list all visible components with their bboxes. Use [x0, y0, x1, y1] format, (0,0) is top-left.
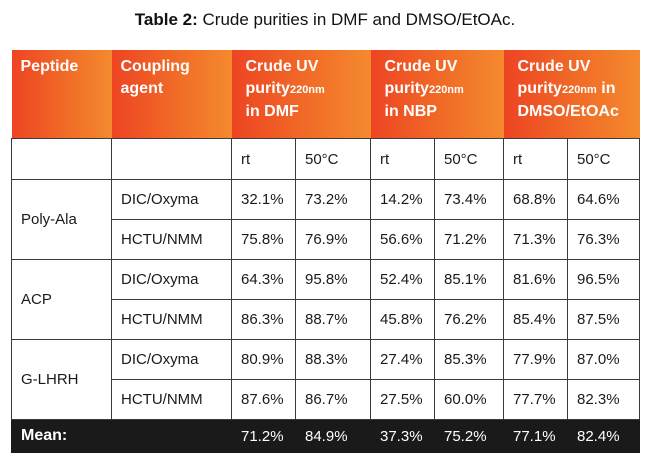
header-group-sub: 220nm	[290, 84, 325, 96]
value-cell: 76.9%	[296, 220, 371, 260]
header-coupling-line2: agent	[121, 80, 164, 97]
agent-cell: DIC/Oxyma	[112, 260, 232, 300]
header-group-sub: 220nm	[429, 84, 464, 96]
peptide-cell: G-LHRH	[12, 340, 112, 420]
header-group-line3: DMSO/EtOAc	[518, 103, 619, 120]
agent-cell: HCTU/NMM	[112, 220, 232, 260]
header-group-line2: purity	[385, 80, 429, 97]
value-cell: 75.8%	[232, 220, 296, 260]
value-cell: 60.0%	[435, 380, 504, 420]
header-group-line2: purity	[518, 80, 562, 97]
value-cell: 52.4%	[371, 260, 435, 300]
caption-text: Crude purities in DMF and DMSO/EtOAc.	[203, 10, 516, 29]
caption-label: Table 2:	[135, 10, 198, 29]
header-group-line2-post: in	[597, 80, 616, 97]
value-cell: 71.2%	[435, 220, 504, 260]
mean-value-cell: 75.2%	[435, 420, 504, 453]
value-cell: 32.1%	[232, 180, 296, 220]
header-group-line3: in NBP	[385, 103, 437, 120]
value-cell: 56.6%	[371, 220, 435, 260]
temp-cell: rt	[504, 139, 568, 180]
value-cell: 27.5%	[371, 380, 435, 420]
value-cell: 71.3%	[504, 220, 568, 260]
temp-cell: 50°C	[568, 139, 640, 180]
temp-cell: rt	[371, 139, 435, 180]
header-peptide: Peptide	[12, 50, 112, 139]
value-cell: 73.4%	[435, 180, 504, 220]
temp-cell: 50°C	[296, 139, 371, 180]
value-cell: 64.3%	[232, 260, 296, 300]
header-coupling-line1: Coupling	[121, 58, 190, 75]
table-row: ACP DIC/Oxyma 64.3% 95.8% 52.4% 85.1% 81…	[12, 260, 640, 300]
value-cell: 45.8%	[371, 300, 435, 340]
value-cell: 95.8%	[296, 260, 371, 300]
value-cell: 77.9%	[504, 340, 568, 380]
agent-cell: DIC/Oxyma	[112, 340, 232, 380]
peptide-cell: ACP	[12, 260, 112, 340]
header-group-sub: 220nm	[562, 84, 597, 96]
value-cell: 88.7%	[296, 300, 371, 340]
value-cell: 73.2%	[296, 180, 371, 220]
temp-cell: 50°C	[435, 139, 504, 180]
empty-cell	[112, 139, 232, 180]
value-cell: 85.1%	[435, 260, 504, 300]
value-cell: 82.3%	[568, 380, 640, 420]
value-cell: 87.6%	[232, 380, 296, 420]
header-group-line3: in DMF	[246, 103, 299, 120]
table-row: G-LHRH DIC/Oxyma 80.9% 88.3% 27.4% 85.3%…	[12, 340, 640, 380]
peptide-cell: Poly-Ala	[12, 180, 112, 260]
mean-value-cell: 71.2%	[232, 420, 296, 453]
temp-cell: rt	[232, 139, 296, 180]
agent-cell: HCTU/NMM	[112, 300, 232, 340]
table-header-row: Peptide Coupling agent Crude UV purity22…	[12, 50, 640, 139]
header-group-line1: Crude UV	[518, 58, 591, 75]
value-cell: 77.7%	[504, 380, 568, 420]
value-cell: 88.3%	[296, 340, 371, 380]
header-group-line1: Crude UV	[385, 58, 458, 75]
value-cell: 80.9%	[232, 340, 296, 380]
mean-value-cell: 37.3%	[371, 420, 435, 453]
table-caption: Table 2: Crude purities in DMF and DMSO/…	[0, 10, 650, 30]
value-cell: 86.7%	[296, 380, 371, 420]
value-cell: 14.2%	[371, 180, 435, 220]
value-cell: 85.4%	[504, 300, 568, 340]
header-group-dmso: Crude UV purity220nm in DMSO/EtOAc	[504, 50, 640, 139]
value-cell: 85.3%	[435, 340, 504, 380]
value-cell: 87.5%	[568, 300, 640, 340]
value-cell: 87.0%	[568, 340, 640, 380]
table-row: Poly-Ala DIC/Oxyma 32.1% 73.2% 14.2% 73.…	[12, 180, 640, 220]
purity-table: Peptide Coupling agent Crude UV purity22…	[11, 50, 640, 453]
header-group-dmf: Crude UV purity220nm in DMF	[232, 50, 371, 139]
temperature-row: rt 50°C rt 50°C rt 50°C	[12, 139, 640, 180]
value-cell: 81.6%	[504, 260, 568, 300]
agent-cell: HCTU/NMM	[112, 380, 232, 420]
header-group-nbp: Crude UV purity220nm in NBP	[371, 50, 504, 139]
value-cell: 96.5%	[568, 260, 640, 300]
value-cell: 64.6%	[568, 180, 640, 220]
value-cell: 68.8%	[504, 180, 568, 220]
value-cell: 86.3%	[232, 300, 296, 340]
mean-value-cell: 77.1%	[504, 420, 568, 453]
mean-value-cell: 84.9%	[296, 420, 371, 453]
header-coupling-agent: Coupling agent	[112, 50, 232, 139]
mean-value-cell: 82.4%	[568, 420, 640, 453]
value-cell: 27.4%	[371, 340, 435, 380]
empty-cell	[12, 139, 112, 180]
value-cell: 76.3%	[568, 220, 640, 260]
value-cell: 76.2%	[435, 300, 504, 340]
agent-cell: DIC/Oxyma	[112, 180, 232, 220]
header-group-line1: Crude UV	[246, 58, 319, 75]
mean-row: Mean: 71.2% 84.9% 37.3% 75.2% 77.1% 82.4…	[12, 420, 640, 453]
mean-label: Mean:	[12, 420, 232, 453]
header-group-line2: purity	[246, 80, 290, 97]
